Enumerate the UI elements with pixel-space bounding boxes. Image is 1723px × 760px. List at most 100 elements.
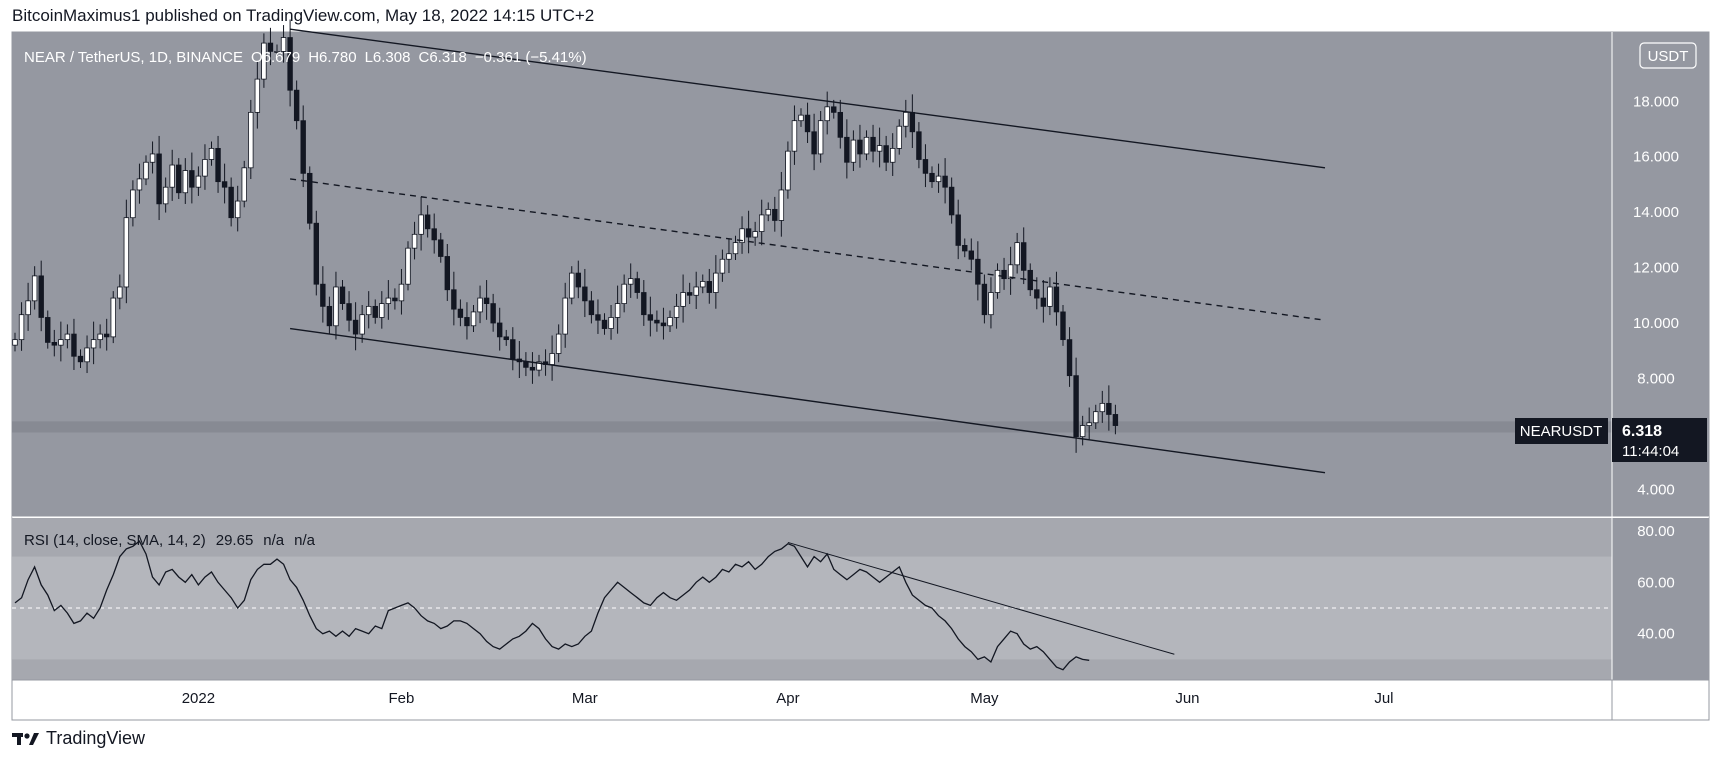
candle-body [254,78,261,113]
rsi-trendline-group [787,541,1175,655]
open-value: 6.679 [263,49,301,66]
candle-body [490,303,496,324]
candle-body [359,314,365,335]
candle-body [608,317,614,329]
candle-body [817,120,824,155]
candle-body [444,256,450,291]
candle-body [189,170,195,188]
candle-body [280,37,287,52]
time-tick-label: Jul [1374,690,1393,707]
candle-body [641,292,647,316]
candle-body [791,120,798,152]
candle-body [975,258,981,285]
candle-body [176,164,182,194]
candle-body [1079,425,1086,438]
candle-body [870,136,876,152]
candle-body [156,153,162,205]
candle-body [903,111,909,127]
candle-body [621,283,627,305]
candle-body [759,214,765,232]
candle-body [405,247,411,285]
candle-body [18,314,25,341]
candle-body [968,250,974,260]
candle-body [555,333,562,354]
candle-body [948,186,955,216]
candle-body [215,147,221,183]
candle-body [1040,297,1047,307]
price-axis-ticks: 4.0006.0008.00010.00012.00014.00016.0001… [1633,93,1679,553]
candle-body [752,231,758,238]
rsi-pane[interactable]: 40.00 60.00 80.00 RSI (14, close, SMA, 14,… [12,518,1709,680]
price-tick-label: 10.000 [1633,315,1679,332]
candle-body [798,114,804,122]
time-tick-label: 2022 [182,690,215,707]
rsi-trendline[interactable] [787,541,1175,655]
candle-body [313,222,319,285]
candle-body [64,333,71,341]
candle-body [837,111,843,138]
candle-body [202,159,208,177]
price-pane[interactable]: 4.0006.0008.00010.00012.00014.00016.0001… [12,19,1709,554]
candle-body [1047,286,1053,307]
candle-body [523,361,529,368]
candle-body [693,286,699,296]
candle-body [136,178,143,191]
candle-body [549,353,555,365]
currency-badge[interactable]: USDT [1639,42,1697,69]
channel-trendlines [290,28,1326,474]
candle-body [510,339,516,360]
candle-body [935,175,942,183]
candle-body [1034,289,1040,299]
candle-body [182,170,188,194]
candle-body [1060,311,1066,341]
candle-body [778,189,785,221]
candle-body [149,153,156,163]
candle-body [104,333,110,338]
channel-lower-line[interactable] [290,327,1326,474]
price-label: NEARUSDT 6.318 11:44:04 [1515,418,1707,462]
candle-body [293,89,300,122]
candle-body [962,244,968,252]
rsi-tick-label: 40.00 [1637,626,1675,643]
candle-body [844,136,850,163]
candle-body [1001,269,1007,280]
candle-body [824,106,830,122]
candle-body [988,292,994,316]
candle-body [732,242,739,255]
candle-body [831,106,837,113]
candle-body [595,314,601,321]
channel-middle-line[interactable] [290,178,1326,321]
current-price-box [1612,418,1707,462]
candle-body [981,283,988,316]
time-axis-ticks[interactable]: 2022 Feb Mar Apr May Jun Jul [182,690,1394,707]
candle-body [424,214,431,230]
candle-body [51,341,57,346]
channel-upper-line[interactable] [290,28,1326,169]
open-label: O [251,49,263,66]
candle-body [765,208,771,216]
rsi-tick-label: 80.00 [1637,523,1675,540]
candle-body [569,272,575,299]
candle-body [326,305,333,327]
candle-body [365,305,372,316]
candle-body [320,283,326,307]
candle-body [863,136,870,155]
candle-body [1053,286,1060,313]
candle-body [883,145,889,163]
candle-body [876,145,883,152]
rsi-line [14,540,1090,671]
candle-body [634,278,640,293]
candle-body [916,131,922,160]
symbol-pair: NEAR / TetherUS, 1D, BINANCE [24,49,243,66]
candle-body [1021,242,1027,271]
candle-body [38,275,44,318]
price-tick-label: 4.000 [1637,481,1675,498]
symbol-label-text: NEARUSDT [1520,423,1603,440]
candle-body [1066,339,1073,377]
candle-body [896,125,902,149]
candle-body [1112,414,1119,426]
footer-brand: TradingView [46,728,146,748]
candle-body [261,42,267,80]
